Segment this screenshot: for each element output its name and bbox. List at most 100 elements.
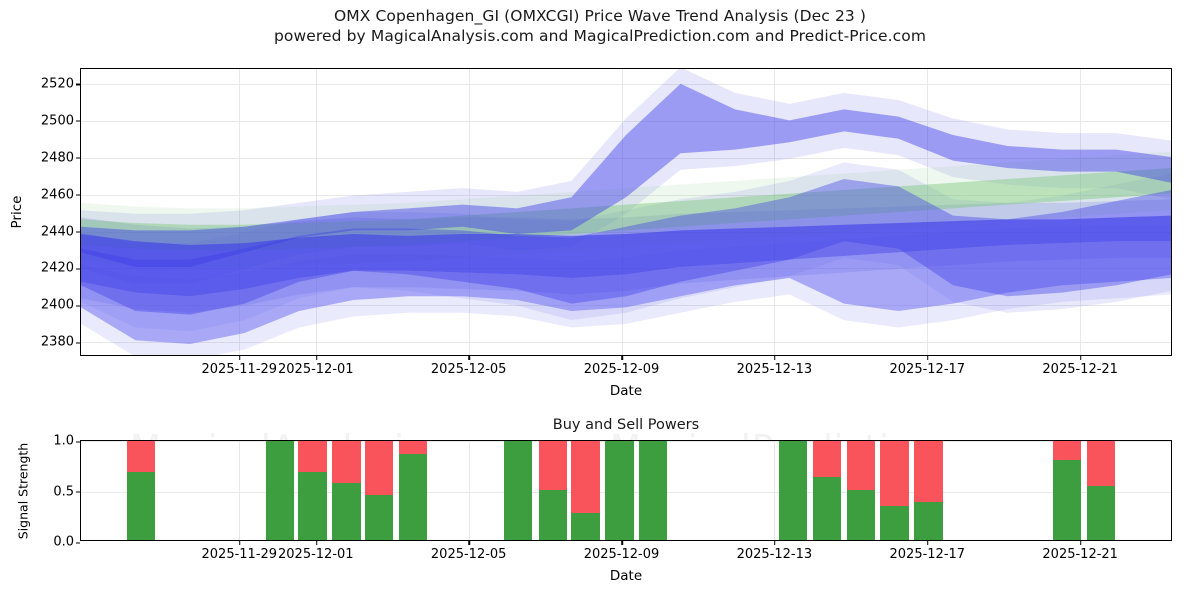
sell-power-segment [126,441,156,473]
signal-bar [605,441,634,540]
sell-power-segment [1086,441,1116,486]
x-tick-label: 2025-12-13 [736,356,813,377]
y-tick-label: 2460 [40,187,81,202]
buy-power-segment [126,472,156,540]
buy-power-segment [1086,485,1116,540]
page-title: OMX Copenhagen_GI (OMXCGI) Price Wave Tr… [333,7,867,25]
signal-bar [503,441,532,540]
gridline [774,69,776,355]
buy-power-segment [332,483,361,540]
signal-bar [364,441,394,540]
sell-power-segment [538,441,567,490]
x-tick-label: 2025-12-21 [1042,541,1118,562]
wave-band [81,241,1171,344]
signal-bar [812,441,841,540]
sell-power-segment [298,441,327,473]
buy-power-segment [639,441,668,540]
page-subtitle: powered by MagicalAnalysis.com and Magic… [273,27,927,45]
sell-power-segment [1052,441,1082,461]
x-tick-label: 2025-12-21 [1042,356,1118,377]
x-tick-label: 2025-11-29 [201,356,278,377]
signal-bar [1086,441,1116,540]
price-x-axis-label: Date [609,383,643,399]
y-tick-label: 2520 [40,76,81,92]
wave-band [81,215,1171,297]
gridline [468,441,470,540]
buy-power-segment [538,489,567,540]
x-tick-label: 2025-11-29 [201,541,278,562]
gridline [81,120,1171,122]
sell-power-segment [914,441,943,502]
gridline [927,69,929,355]
y-tick-label: 2440 [40,224,81,239]
y-tick-label: 1.0 [53,433,80,449]
price-wave-bands [81,69,1171,355]
x-tick-label: 2025-12-17 [889,541,966,562]
y-tick-label: 0.0 [53,534,80,550]
gridline [239,69,241,355]
buy-power-segment [265,441,294,540]
y-tick-label: 2420 [40,260,81,276]
signal-bar [398,441,428,540]
gridline [774,441,776,540]
wave-band [81,168,1171,251]
buy-power-segment [298,472,327,540]
sell-power-segment [880,441,909,506]
gridline [81,194,1171,196]
buy-power-segment [812,477,841,540]
x-tick-label: 2025-12-05 [430,541,507,562]
buy-power-segment [571,512,600,540]
signal-bar [571,441,600,540]
gridline [81,231,1171,233]
gridline [81,83,1171,85]
buy-power-segment [914,501,943,540]
y-tick-label: 2380 [40,334,81,350]
sell-power-segment [571,441,600,513]
gridline [621,69,623,355]
x-tick-label: 2025-12-09 [583,356,660,377]
buy-power-segment [846,489,875,540]
signal-bar [778,441,808,540]
signal-bar [639,441,668,540]
gridline [315,69,317,355]
signal-bar [298,441,327,540]
sell-power-segment [398,441,428,455]
sell-power-segment [364,441,394,495]
gridline [81,157,1171,159]
wave-band [81,179,1171,315]
signal-bar [846,441,875,540]
x-tick-label: 2025-12-01 [278,356,354,377]
buy-sell-powers-chart: Buy and Sell Powers 0.0 0.5 1.0 2025-11-29… [16,417,1172,584]
gridline [81,342,1171,344]
wave-band-halo [81,69,1171,284]
x-tick-label: 2025-12-13 [736,541,813,562]
signal-y-axis-label: Signal Strength [15,442,31,539]
buy-power-segment [880,505,909,540]
gridline [1080,69,1082,355]
signal-x-axis-label: Date [609,568,643,584]
y-tick-label: 2400 [40,297,81,313]
signal-bar [538,441,567,540]
price-wave-chart: 2380 2400 2420 2440 2460 2480 2500 2520 2025-11… [9,68,1172,399]
signal-bar [914,441,943,540]
buy-power-segment [398,454,428,540]
gridline [239,441,241,540]
y-tick-label: 0.5 [53,484,80,499]
y-tick-label: 2500 [40,113,81,129]
sell-power-segment [846,441,875,490]
signal-bar [880,441,909,540]
x-tick-label: 2025-12-17 [889,356,966,377]
buy-power-segment [503,441,532,540]
buy-power-segment [605,441,634,540]
buy-power-segment [778,441,808,540]
buy-sell-powers-title: Buy and Sell Powers [552,417,700,433]
buy-power-segment [1052,460,1082,540]
sell-power-segment [332,441,361,484]
buy-power-segment [364,494,394,540]
y-tick-label: 2480 [40,150,81,166]
sell-power-segment [812,441,841,478]
signal-bar [1052,441,1082,540]
gridline [468,69,470,355]
signal-bar [332,441,361,540]
